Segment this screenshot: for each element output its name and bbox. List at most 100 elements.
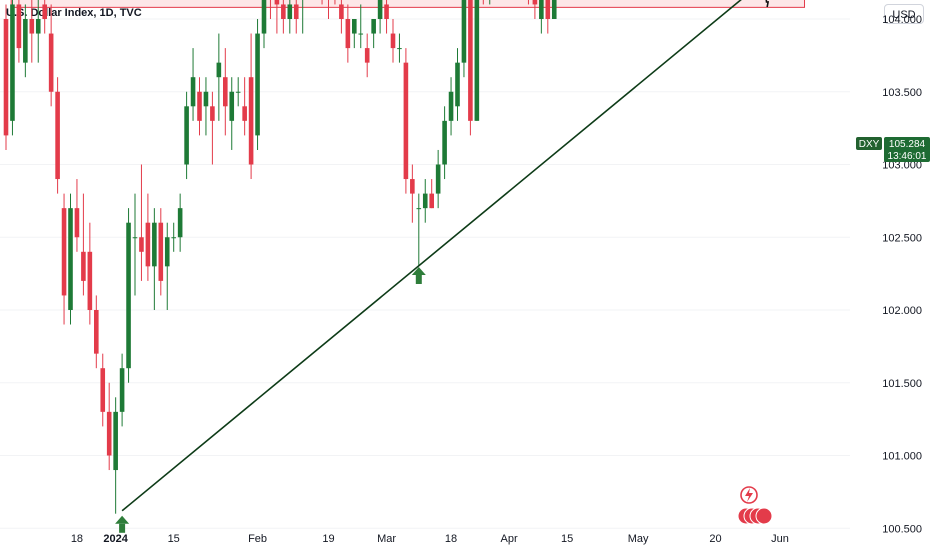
candle-body: [106, 411, 112, 456]
candle-body: [384, 4, 389, 19]
tv-logo-icon: [755, 507, 773, 525]
candle-body: [87, 251, 93, 310]
candle-body: [164, 237, 170, 267]
candle-body: [397, 48, 402, 50]
candle-body: [190, 77, 196, 107]
candle-body: [55, 91, 60, 180]
candle-body: [29, 19, 35, 34]
x-tick-label: Feb: [248, 533, 267, 545]
candle-body: [177, 208, 183, 238]
candle-body: [416, 208, 422, 210]
axes: 100.500 101.000 101.500 102.000 102.500 103.0…: [71, 14, 922, 545]
x-tick-label: 18: [71, 533, 83, 545]
candle-body: [94, 310, 99, 354]
candle-body: [377, 0, 383, 19]
support-zone-rect: [10, 0, 806, 8]
y-tick-label: 101.000: [882, 451, 922, 463]
candle-body: [35, 19, 41, 34]
logos: [737, 486, 773, 525]
candle-body: [293, 4, 299, 19]
x-tick-label: 18: [445, 533, 457, 545]
candle-body: [261, 0, 267, 34]
candle-body: [61, 208, 67, 296]
candle-body: [235, 91, 241, 93]
candle-body: [10, 4, 15, 121]
candle-body: [474, 0, 480, 121]
candle-body: [345, 19, 351, 49]
candle-body: [23, 19, 28, 63]
candle-body: [442, 120, 447, 165]
candle-body: [281, 4, 286, 19]
candle-body: [468, 0, 473, 121]
candles: [3, 0, 557, 514]
up-arrow-icon: [115, 515, 130, 524]
candle-body: [287, 4, 293, 19]
badge-countdown: 13:46:01: [888, 151, 927, 162]
candle-body: [352, 19, 357, 34]
candle-body: [339, 4, 344, 19]
candle-body: [229, 91, 235, 121]
candle-body: [403, 62, 409, 180]
candle-body: [203, 91, 209, 107]
candle-body: [100, 368, 106, 412]
candle-body: [539, 0, 544, 19]
candle-body: [532, 0, 538, 5]
badge-symbol: DXY: [859, 139, 880, 150]
candle-body: [255, 33, 260, 136]
candle-body: [132, 237, 138, 239]
up-arrow-shaft: [415, 274, 422, 284]
x-tick-label: 15: [561, 533, 573, 545]
candle-body: [68, 208, 73, 310]
candle-body: [248, 77, 254, 165]
candle-body: [358, 33, 364, 35]
x-tick-label: 2024: [103, 533, 128, 545]
y-tick-label: 102.500: [882, 232, 922, 244]
candle-body: [3, 19, 9, 136]
candle-body: [455, 62, 460, 107]
candle-body: [210, 106, 215, 121]
currency-button[interactable]: USD: [884, 4, 924, 24]
candle-body: [545, 0, 551, 19]
up-arrow-shaft: [119, 523, 126, 533]
candle-body: [448, 91, 454, 121]
y-tick-label: 103.000: [882, 160, 922, 172]
candle-body: [410, 179, 415, 194]
trend-line: [121, 0, 742, 512]
candle-body: [371, 19, 376, 34]
y-tick-label: 102.000: [882, 305, 922, 317]
candle-body: [223, 77, 228, 107]
candle-body: [119, 368, 125, 412]
candle-body: [184, 106, 189, 165]
x-tick-label: 20: [709, 533, 721, 545]
candle-body: [16, 4, 22, 49]
candle-body: [364, 48, 370, 63]
chart-title: U.S. Dollar Index, 1D, TVC: [6, 7, 142, 19]
candle-body: [551, 0, 557, 19]
candle-body: [48, 33, 54, 92]
markers: [115, 266, 426, 533]
x-tick-label: Jun: [771, 533, 789, 545]
candle-body: [42, 4, 47, 19]
candle-body: [461, 0, 467, 63]
y-tick-label: 101.500: [882, 378, 922, 390]
x-tick-label: 15: [168, 533, 180, 545]
x-tick-label: 19: [322, 533, 334, 545]
candle-body: [435, 164, 441, 194]
y-tick-label: 103.500: [882, 87, 922, 99]
candle-body: [139, 237, 144, 252]
x-tick-label: May: [628, 533, 649, 545]
support-zone: [10, 0, 806, 8]
lightning-icon-glyph: [745, 488, 753, 502]
candle-body: [422, 193, 428, 209]
candle-body: [126, 222, 131, 369]
candle-body: [429, 193, 434, 209]
trend-lines: [121, 0, 770, 512]
candle-body: [171, 237, 176, 239]
candle-body: [158, 222, 164, 281]
candle-body: [390, 33, 396, 49]
badge-price-bg: [884, 137, 930, 162]
badge-symbol-bg: [856, 137, 882, 150]
candle-body: [74, 208, 80, 238]
